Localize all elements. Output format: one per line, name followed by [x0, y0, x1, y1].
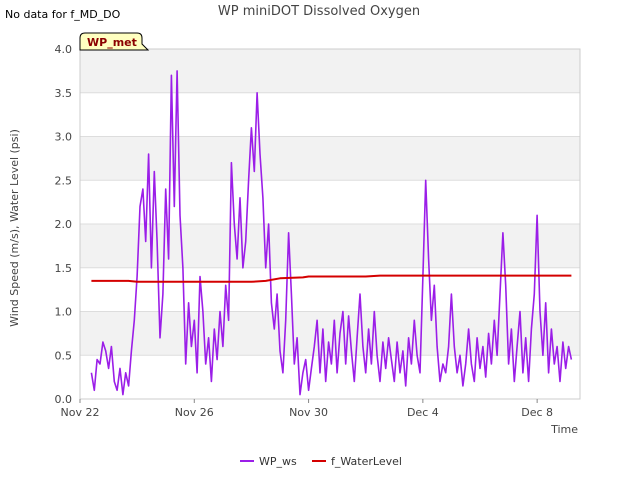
station-badge: WP_met [79, 32, 150, 51]
x-tick-label: Dec 4 [407, 406, 439, 419]
y-tick-label: 4.0 [55, 43, 73, 56]
chart-title: WP miniDOT Dissolved Oxygen [218, 4, 420, 19]
plot-frame [79, 48, 581, 400]
legend-label: f_WaterLevel [331, 455, 402, 468]
no-data-note: No data for f_MD_DO [5, 8, 121, 21]
y-tick-label: 1.0 [55, 306, 73, 319]
x-axis-label: Time [550, 423, 578, 436]
x-tick-label: Nov 22 [61, 406, 100, 419]
series-layer [90, 70, 573, 396]
plot-band [80, 136, 580, 181]
y-tick-label: 0.5 [55, 349, 73, 362]
y-axis: 0.0 0.5 1.0 1.5 2.0 2.5 3.0 3.5 4.0 [55, 43, 73, 406]
x-axis: Nov 22 Nov 26 Nov 30 Dec 4 Dec 8 [61, 399, 553, 419]
y-tick-label: 2.0 [55, 218, 73, 231]
series-line-wp-ws [90, 70, 573, 396]
y-tick-label: 3.0 [55, 131, 73, 144]
plot-band [80, 49, 580, 93]
y-tick-label: 3.5 [55, 87, 73, 100]
x-tick-label: Nov 26 [175, 406, 214, 419]
y-axis-label: Wind Speed (m/s), Water Level (psi) [8, 129, 21, 327]
legend: WP_ws f_WaterLevel [240, 455, 402, 468]
y-tick-label: 0.0 [55, 393, 73, 406]
legend-label: WP_ws [259, 455, 297, 468]
x-tick-label: Nov 30 [289, 406, 328, 419]
x-tick-label: Dec 8 [521, 406, 553, 419]
y-tick-label: 2.5 [55, 174, 73, 187]
y-tick-label: 1.5 [55, 262, 73, 275]
station-badge-label: WP_met [87, 36, 137, 49]
series-line-f-waterlevel [91, 274, 572, 283]
